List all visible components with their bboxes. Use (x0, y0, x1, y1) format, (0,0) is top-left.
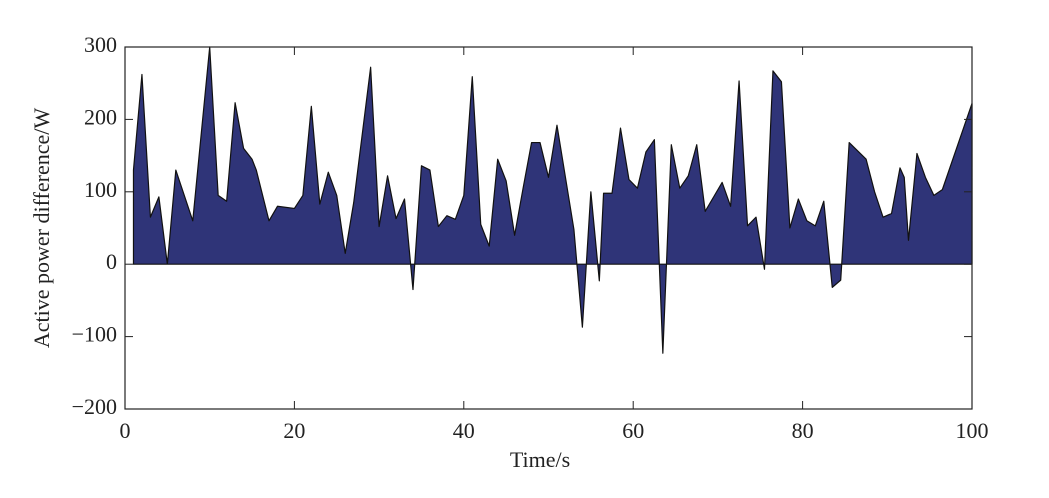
plot-frame (124, 46, 973, 410)
x-tick-label: 60 (622, 418, 644, 443)
x-tick-label: 20 (283, 418, 305, 443)
y-tick-label: 300 (84, 32, 117, 57)
x-tick-label: 100 (956, 418, 989, 443)
x-tick-label: 0 (120, 418, 131, 443)
y-tick-label: −200 (72, 394, 117, 419)
x-axis-label: Time/s (510, 447, 570, 472)
y-tick-label: 100 (84, 177, 117, 202)
y-tick-label: 0 (106, 249, 117, 274)
y-tick-label: −100 (72, 322, 117, 347)
y-tick-label: 200 (84, 104, 117, 129)
area (132, 46, 973, 354)
x-tick-label: 40 (453, 418, 475, 443)
x-tick-label: 80 (792, 418, 814, 443)
y-axis-label: Active power difference/W (29, 108, 54, 348)
